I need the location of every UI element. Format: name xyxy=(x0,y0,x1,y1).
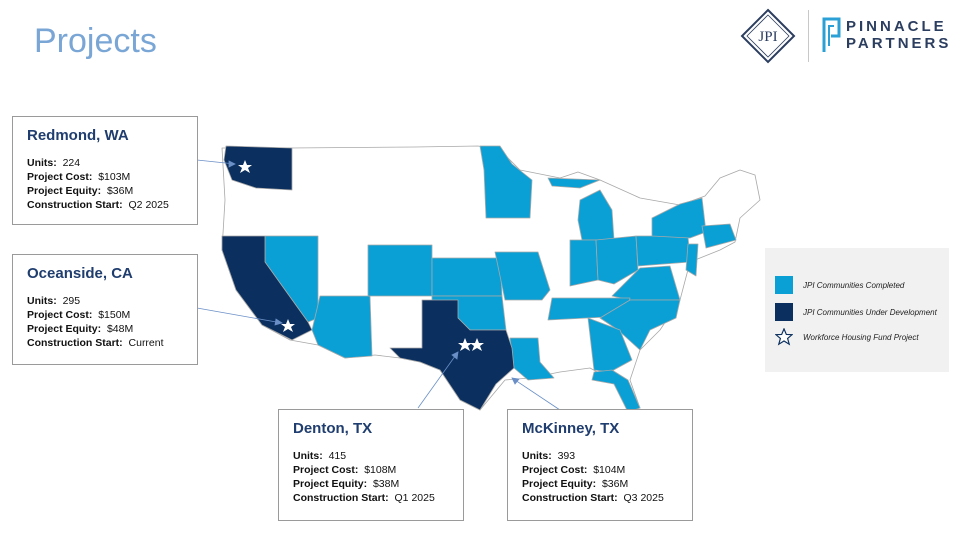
callout-title: Oceanside, CA xyxy=(27,265,133,282)
pinnacle-mark-icon xyxy=(822,17,841,52)
pinnacle-partners-logo: PINNACLE PARTNERS xyxy=(822,14,972,58)
state-missouri xyxy=(494,251,551,301)
map-legend: JPI Communities Completed JPI Communitie… xyxy=(765,248,949,372)
legend-swatch-under-development xyxy=(775,303,793,321)
callout-leaders xyxy=(196,159,561,411)
state-ohio xyxy=(595,235,639,285)
jpi-logo: JPI xyxy=(740,8,796,64)
star-icon-denton xyxy=(458,338,472,351)
start-row: Construction Start: Q2 2025 xyxy=(27,199,169,211)
state-california xyxy=(221,235,313,341)
states-completed xyxy=(264,145,737,413)
cost-row: Project Cost: $104M xyxy=(522,464,626,476)
legend-label: Workforce Housing Fund Project xyxy=(803,332,919,342)
legend-item-completed: JPI Communities Completed xyxy=(775,276,904,294)
cost-row: Project Cost: $108M xyxy=(293,464,397,476)
legend-item-workforce: Workforce Housing Fund Project xyxy=(775,328,919,346)
cost-row: Project Cost: $150M xyxy=(27,309,131,321)
equity-row: Project Equity: $36M xyxy=(27,185,134,197)
callout-mckinney: McKinney, TX Units: 393 Project Cost: $1… xyxy=(507,409,693,521)
legend-label: JPI Communities Under Development xyxy=(803,307,937,317)
start-row: Construction Start: Current xyxy=(27,337,164,349)
logo-group: JPI PINNACLE PARTNERS xyxy=(740,8,970,64)
callout-denton: Denton, TX Units: 415 Project Cost: $108… xyxy=(278,409,464,521)
state-minnesota xyxy=(479,145,533,219)
equity-row: Project Equity: $48M xyxy=(27,323,134,335)
callout-title: Denton, TX xyxy=(293,420,373,437)
units-row: Units: 415 xyxy=(293,450,347,462)
state-washington xyxy=(223,145,293,191)
legend-label: JPI Communities Completed xyxy=(803,280,905,290)
state-indiana xyxy=(569,239,599,287)
logo-divider xyxy=(808,10,809,62)
equity-row: Project Equity: $36M xyxy=(522,478,629,490)
workforce-stars xyxy=(238,160,484,351)
state-georgia xyxy=(587,317,633,373)
state-pennsylvania xyxy=(635,235,691,267)
callout-oceanside: Oceanside, CA Units: 295 Project Cost: $… xyxy=(12,254,198,365)
state-new-england xyxy=(701,223,737,249)
star-icon-oceanside xyxy=(281,319,295,332)
state-colorado xyxy=(367,244,433,297)
state-kansas xyxy=(431,257,503,297)
legend-swatch-completed xyxy=(775,276,793,294)
star-icon-redmond xyxy=(238,160,252,173)
units-row: Units: 393 xyxy=(522,450,576,462)
state-arizona xyxy=(311,295,373,359)
units-row: Units: 295 xyxy=(27,295,81,307)
callout-title: Redmond, WA xyxy=(27,127,129,144)
pinnacle-line1: PINNACLE xyxy=(846,18,947,35)
star-icon xyxy=(775,328,793,346)
callout-redmond: Redmond, WA Units: 224 Project Cost: $10… xyxy=(12,116,198,225)
callout-title: McKinney, TX xyxy=(522,420,620,437)
start-row: Construction Start: Q1 2025 xyxy=(293,492,435,504)
state-new-jersey xyxy=(685,243,699,277)
page-title: Projects xyxy=(34,22,157,60)
units-row: Units: 224 xyxy=(27,157,81,169)
jpi-logo-text: JPI xyxy=(758,29,777,45)
legend-item-under-development: JPI Communities Under Development xyxy=(775,303,937,321)
star-icon-mckinney xyxy=(470,338,484,351)
state-florida xyxy=(591,369,641,413)
pinnacle-line2: PARTNERS xyxy=(846,35,952,52)
cost-row: Project Cost: $103M xyxy=(27,171,131,183)
equity-row: Project Equity: $38M xyxy=(293,478,400,490)
start-row: Construction Start: Q3 2025 xyxy=(522,492,664,504)
